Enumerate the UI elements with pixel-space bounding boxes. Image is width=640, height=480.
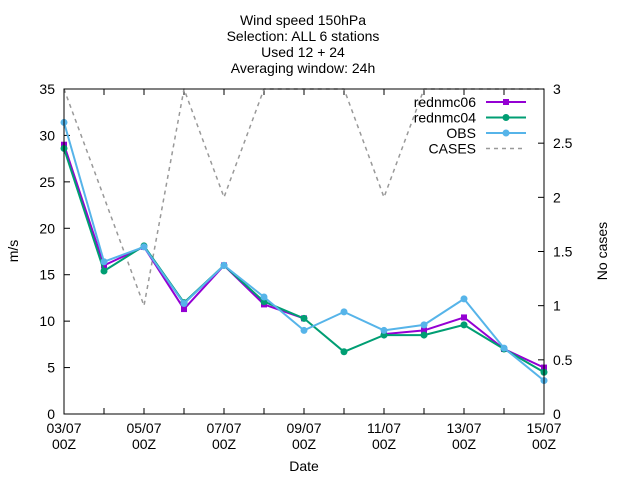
data-point-rednmc04	[420, 331, 428, 339]
legend-label: rednmc04	[414, 110, 476, 126]
series-line-rednmc06	[63, 144, 305, 320]
legend-marker	[502, 114, 510, 121]
data-point-obs	[380, 326, 388, 334]
legend-label: rednmc06	[414, 94, 476, 110]
data-point-rednmc04	[340, 348, 348, 356]
x-tick-label: 03/07	[46, 420, 81, 436]
y2-tick-label: 2	[553, 189, 561, 205]
data-point-rednmc06	[181, 306, 187, 313]
y2-tick-label: 2.5	[553, 135, 573, 151]
legend-label: OBS	[446, 125, 476, 141]
data-point-rednmc06	[461, 314, 467, 321]
data-point-obs	[500, 344, 508, 352]
y-tick-label: 20	[39, 220, 55, 236]
x-axis-label: Date	[289, 458, 319, 474]
x-tick-label: 11/07	[367, 420, 401, 436]
x-tick-label: 00Z	[532, 436, 557, 452]
y-tick-label: 10	[39, 313, 55, 329]
title-line-2: Selection: ALL 6 stations	[227, 28, 380, 44]
data-point-obs	[100, 258, 108, 266]
x-tick-label: 13/07	[446, 420, 481, 436]
data-point-obs	[260, 293, 268, 301]
y-tick-label: 5	[47, 360, 55, 376]
y-tick-label: 0	[47, 406, 55, 422]
x-tick-label: 00Z	[452, 436, 477, 452]
legend-marker	[503, 99, 509, 105]
x-tick-label: 00Z	[52, 436, 77, 452]
data-point-rednmc04	[300, 314, 308, 322]
data-point-rednmc04	[460, 321, 468, 329]
y-tick-label: 15	[39, 267, 55, 283]
data-point-rednmc04	[100, 267, 108, 275]
plot-frame	[63, 88, 545, 415]
data-point-rednmc06	[101, 262, 107, 269]
series-rednmc06	[61, 141, 547, 371]
series-obs	[60, 118, 548, 385]
title-line-3: Used 12 + 24	[261, 44, 345, 60]
data-point-rednmc06	[421, 327, 427, 334]
y2-tick-label: 0	[553, 406, 561, 422]
legend-label: CASES	[429, 141, 476, 157]
y2-tick-label: 1.5	[553, 244, 573, 260]
x-tick-label: 15/07	[526, 420, 561, 436]
data-point-obs	[140, 243, 148, 251]
legend-item-rednmc06: rednmc06	[414, 94, 526, 110]
y-tick-label: 25	[39, 174, 55, 190]
x-tick-label: 00Z	[372, 436, 397, 452]
x-tick-label: 09/07	[286, 420, 321, 436]
x-tick-label: 00Z	[212, 436, 237, 452]
y-tick-label: 35	[39, 81, 55, 97]
y-tick-label: 30	[39, 127, 55, 143]
series-line-rednmc04	[63, 148, 545, 374]
y2-tick-label: 1	[553, 298, 561, 314]
x-tick-label: 00Z	[292, 436, 317, 452]
data-point-obs	[460, 295, 468, 303]
title-line-4: Averaging window: 24h	[231, 60, 376, 76]
legend-item-obs: OBS	[446, 125, 526, 141]
y2-tick-label: 3	[553, 81, 561, 97]
x-tick-label: 07/07	[206, 420, 241, 436]
x-tick-label: 05/07	[126, 420, 161, 436]
data-point-obs	[420, 321, 428, 329]
data-point-obs	[180, 300, 188, 307]
legend-marker	[502, 129, 510, 137]
legend-item-cases: CASES	[429, 141, 526, 157]
data-point-obs	[340, 308, 348, 316]
y2-axis-label: No cases	[594, 222, 610, 280]
legend-item-rednmc04: rednmc04	[414, 110, 526, 126]
y-axis-label: m/s	[5, 240, 21, 263]
data-point-obs	[300, 326, 308, 334]
chart-title: Wind speed 150hPa Selection: ALL 6 stati…	[227, 12, 380, 76]
data-point-obs	[220, 261, 228, 269]
title-line-1: Wind speed 150hPa	[240, 12, 366, 28]
x-tick-label: 00Z	[132, 436, 157, 452]
series-rednmc04	[60, 144, 548, 376]
y2-tick-label: 0.5	[553, 352, 573, 368]
